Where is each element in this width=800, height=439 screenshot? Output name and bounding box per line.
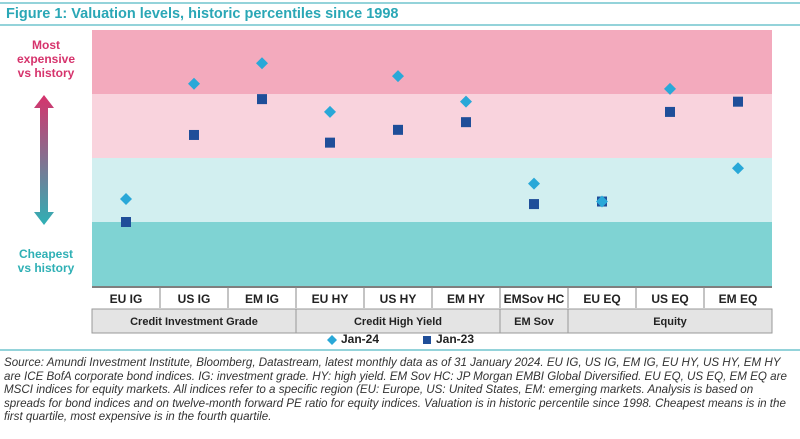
square-marker	[257, 94, 267, 105]
group-box	[91, 308, 297, 334]
square-marker	[733, 96, 743, 107]
chart-title: Figure 1: Valuation levels, historic per…	[6, 6, 398, 22]
x-tick-label: EU HY	[312, 292, 349, 306]
label-line: Cheapest	[19, 247, 73, 261]
group-box	[295, 308, 501, 334]
diamond-marker	[120, 192, 132, 205]
footnote: Source: Amundi Investment Institute, Blo…	[4, 356, 787, 424]
x-tick-label: EM IG	[245, 292, 279, 306]
label-line: Most	[32, 38, 60, 52]
group-box	[567, 308, 773, 334]
diamond-marker	[188, 77, 200, 90]
quartile-band	[92, 158, 772, 222]
x-tick-label: US EQ	[651, 292, 688, 306]
group-label: Equity	[653, 316, 687, 328]
square-marker	[121, 217, 131, 227]
group-label: Credit High Yield	[354, 316, 442, 328]
x-tick-label: US HY	[380, 292, 417, 306]
square-marker	[461, 117, 471, 128]
square-marker	[189, 129, 199, 140]
x-tick-label: EM HY	[447, 292, 485, 306]
label-line: vs history	[18, 261, 75, 275]
label-line: expensive	[17, 52, 75, 66]
bottom-label: Cheapest vs history	[18, 247, 75, 275]
group-label: EM Sov	[514, 316, 555, 328]
legend-marker	[327, 335, 337, 345]
legend-label: Jan-23	[436, 332, 474, 346]
top-label: Most expensive vs history	[17, 38, 75, 80]
chart: Figure 1: Valuation levels, historic per…	[0, 2, 800, 351]
square-marker	[665, 106, 675, 117]
quartile-band	[92, 222, 772, 286]
diamond-marker	[392, 70, 404, 83]
label-line: vs history	[18, 66, 75, 80]
group-label: Credit Investment Grade	[130, 316, 258, 328]
diamond-marker	[324, 105, 336, 118]
square-marker	[393, 124, 403, 135]
diamond-marker	[528, 177, 540, 190]
diamond-marker	[664, 82, 676, 95]
square-marker	[529, 199, 539, 210]
x-tick-label: EMSov HC	[504, 292, 565, 306]
x-tick-label: EU EQ	[583, 292, 620, 306]
diamond-marker	[256, 57, 268, 70]
diamond-marker	[460, 95, 472, 108]
diamond-marker	[732, 162, 744, 175]
x-tick-label: EM EQ	[719, 292, 758, 306]
x-tick-label: US IG	[178, 292, 211, 306]
square-marker	[325, 137, 335, 148]
quartile-band	[92, 94, 772, 158]
x-tick-label: EU IG	[110, 292, 143, 306]
arrow	[34, 95, 54, 225]
group-box	[499, 308, 569, 334]
legend-marker	[423, 336, 431, 344]
legend-label: Jan-24	[341, 332, 379, 346]
diamond-marker	[596, 195, 608, 208]
quartile-band	[92, 30, 772, 94]
